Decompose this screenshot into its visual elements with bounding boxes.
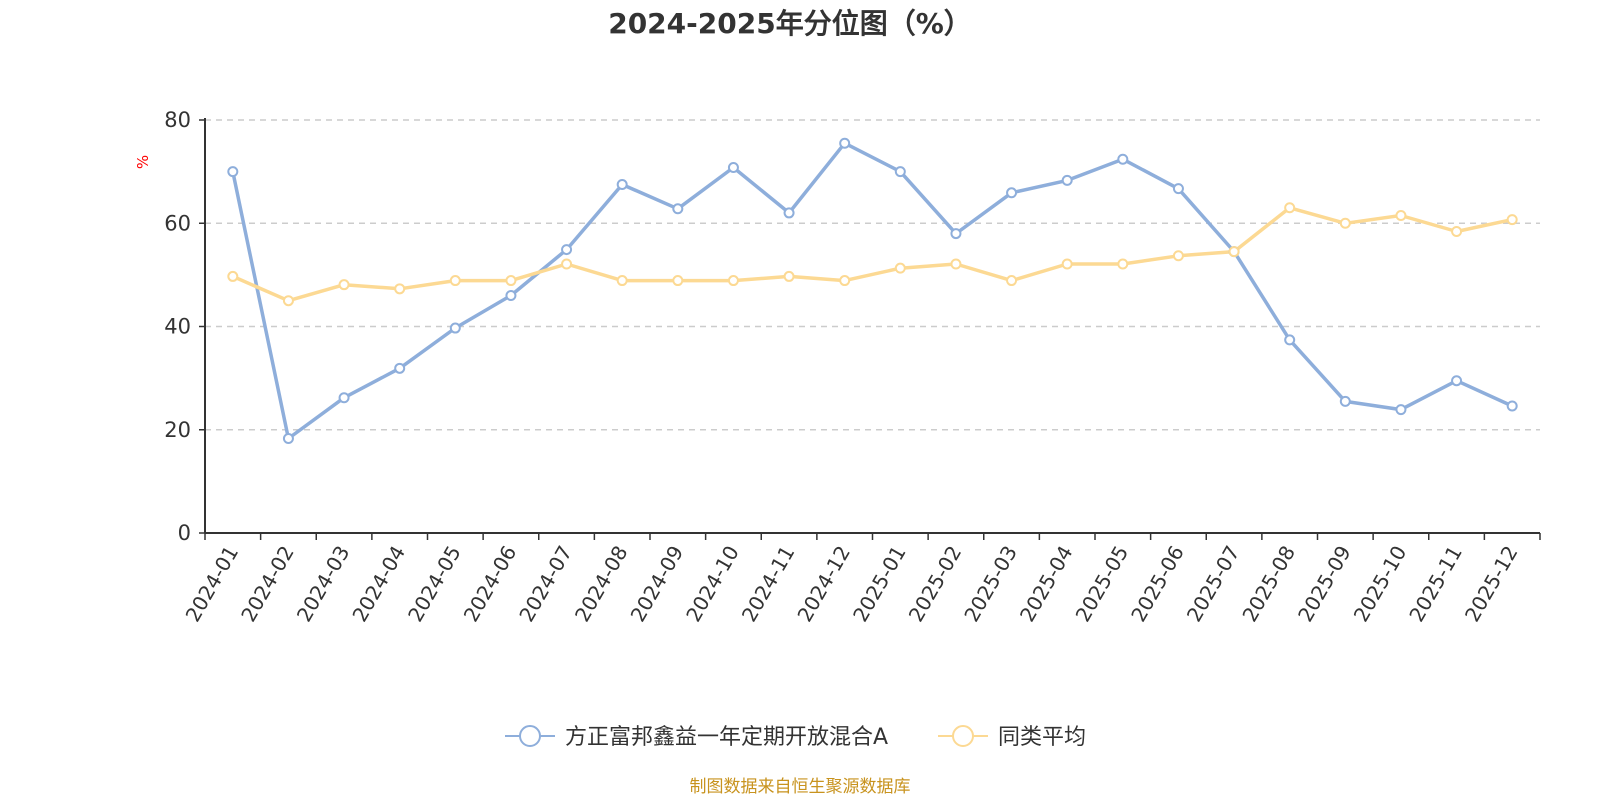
data-point	[1061, 174, 1073, 186]
data-point	[1172, 250, 1184, 262]
grid-lines	[205, 119, 1540, 431]
y-tick-label: 60	[164, 211, 191, 235]
series-lines	[231, 141, 1513, 441]
series-line-1	[232, 206, 1513, 303]
data-point	[561, 244, 573, 256]
x-tick-label: 2024-10	[681, 542, 744, 626]
x-tick-label: 2025-12	[1460, 542, 1523, 626]
data-point	[561, 258, 573, 270]
data-point	[839, 275, 851, 287]
x-tick-label: 2024-11	[737, 542, 800, 626]
data-point	[1284, 202, 1296, 214]
data-point	[449, 322, 461, 334]
legend: 方正富邦鑫益一年定期开放混合A 同类平均	[505, 725, 1086, 750]
data-point	[783, 270, 795, 282]
x-tick-label: 2024-04	[347, 542, 410, 626]
data-point	[783, 207, 795, 219]
x-tick-label: 2025-01	[848, 542, 911, 626]
data-point	[394, 362, 406, 374]
data-point	[1339, 395, 1351, 407]
y-tick-label: 0	[178, 521, 191, 545]
legend-label-category-average: 同类平均	[998, 725, 1086, 750]
data-point	[1061, 258, 1073, 270]
y-tick-label: 40	[164, 315, 191, 339]
legend-item-category-average[interactable]: 同类平均	[938, 725, 1086, 750]
data-source-note: 制图数据来自恒生聚源数据库	[690, 777, 911, 797]
x-tick-label: 2024-06	[459, 542, 522, 626]
data-point	[727, 161, 739, 173]
x-tick-label: 2024-02	[236, 542, 299, 626]
x-tick-label: 2025-06	[1126, 542, 1189, 626]
data-point	[1006, 275, 1018, 287]
data-point	[1117, 153, 1129, 165]
data-point	[1228, 246, 1240, 258]
data-point	[727, 275, 739, 287]
y-axis-label: %	[134, 155, 152, 169]
x-tick-label: 2024-08	[570, 542, 633, 626]
data-point	[672, 275, 684, 287]
x-tick-label: 2025-04	[1015, 542, 1078, 626]
chart-title: 2024-2025年分位图（%）	[608, 7, 972, 40]
legend-swatch-marker	[952, 725, 974, 747]
data-point	[282, 433, 294, 445]
x-tick-label: 2025-05	[1071, 542, 1134, 626]
axes	[199, 118, 1541, 540]
data-point	[1339, 217, 1351, 229]
legend-label-fund: 方正富邦鑫益一年定期开放混合A	[565, 725, 888, 750]
series-line-0	[231, 141, 1513, 441]
data-point	[894, 166, 906, 178]
x-tick-label: 2024-12	[792, 542, 855, 626]
data-point	[672, 203, 684, 215]
data-point	[449, 275, 461, 287]
y-tick-labels: 0 20 40 60 80	[164, 108, 191, 545]
x-tick-label: 2024-07	[514, 542, 577, 626]
x-tick-label: 2024-01	[181, 542, 244, 626]
data-point	[338, 279, 350, 291]
data-point	[1172, 183, 1184, 195]
data-point	[1451, 226, 1463, 238]
x-tick-label: 2025-02	[904, 542, 967, 626]
data-point	[505, 290, 517, 302]
x-tick-label: 2024-05	[403, 542, 466, 626]
data-point	[227, 270, 239, 282]
data-point	[505, 275, 517, 287]
data-point	[1506, 400, 1518, 412]
x-tick-label: 2025-11	[1404, 542, 1467, 626]
series-points	[227, 137, 1518, 445]
data-point	[950, 258, 962, 270]
data-point	[1117, 258, 1129, 270]
data-point	[1284, 334, 1296, 346]
data-point	[950, 228, 962, 240]
data-point	[839, 137, 851, 149]
data-point	[1395, 210, 1407, 222]
x-tick-label: 2025-03	[959, 542, 1022, 626]
data-point	[1451, 375, 1463, 387]
y-tick-label: 20	[164, 418, 191, 442]
y-tick-label: 80	[164, 108, 191, 132]
legend-item-fund[interactable]: 方正富邦鑫益一年定期开放混合A	[505, 725, 888, 750]
data-point	[616, 275, 628, 287]
data-point	[1506, 214, 1518, 226]
data-point	[338, 392, 350, 404]
x-tick-label: 2024-09	[626, 542, 689, 626]
data-point	[894, 262, 906, 274]
x-tick-label: 2025-08	[1237, 542, 1300, 626]
x-tick-label: 2025-10	[1349, 542, 1412, 626]
data-point	[616, 179, 628, 191]
data-point	[1006, 187, 1018, 199]
x-tick-label: 2025-09	[1293, 542, 1356, 626]
legend-swatch-marker	[519, 725, 541, 747]
x-tick-label: 2025-07	[1182, 542, 1245, 626]
data-point	[282, 295, 294, 307]
x-tick-label: 2024-03	[292, 542, 355, 626]
data-point	[394, 283, 406, 295]
data-point	[1395, 404, 1407, 416]
data-point	[227, 166, 239, 178]
x-tick-labels: 2024-012024-022024-032024-042024-052024-…	[181, 542, 1523, 626]
